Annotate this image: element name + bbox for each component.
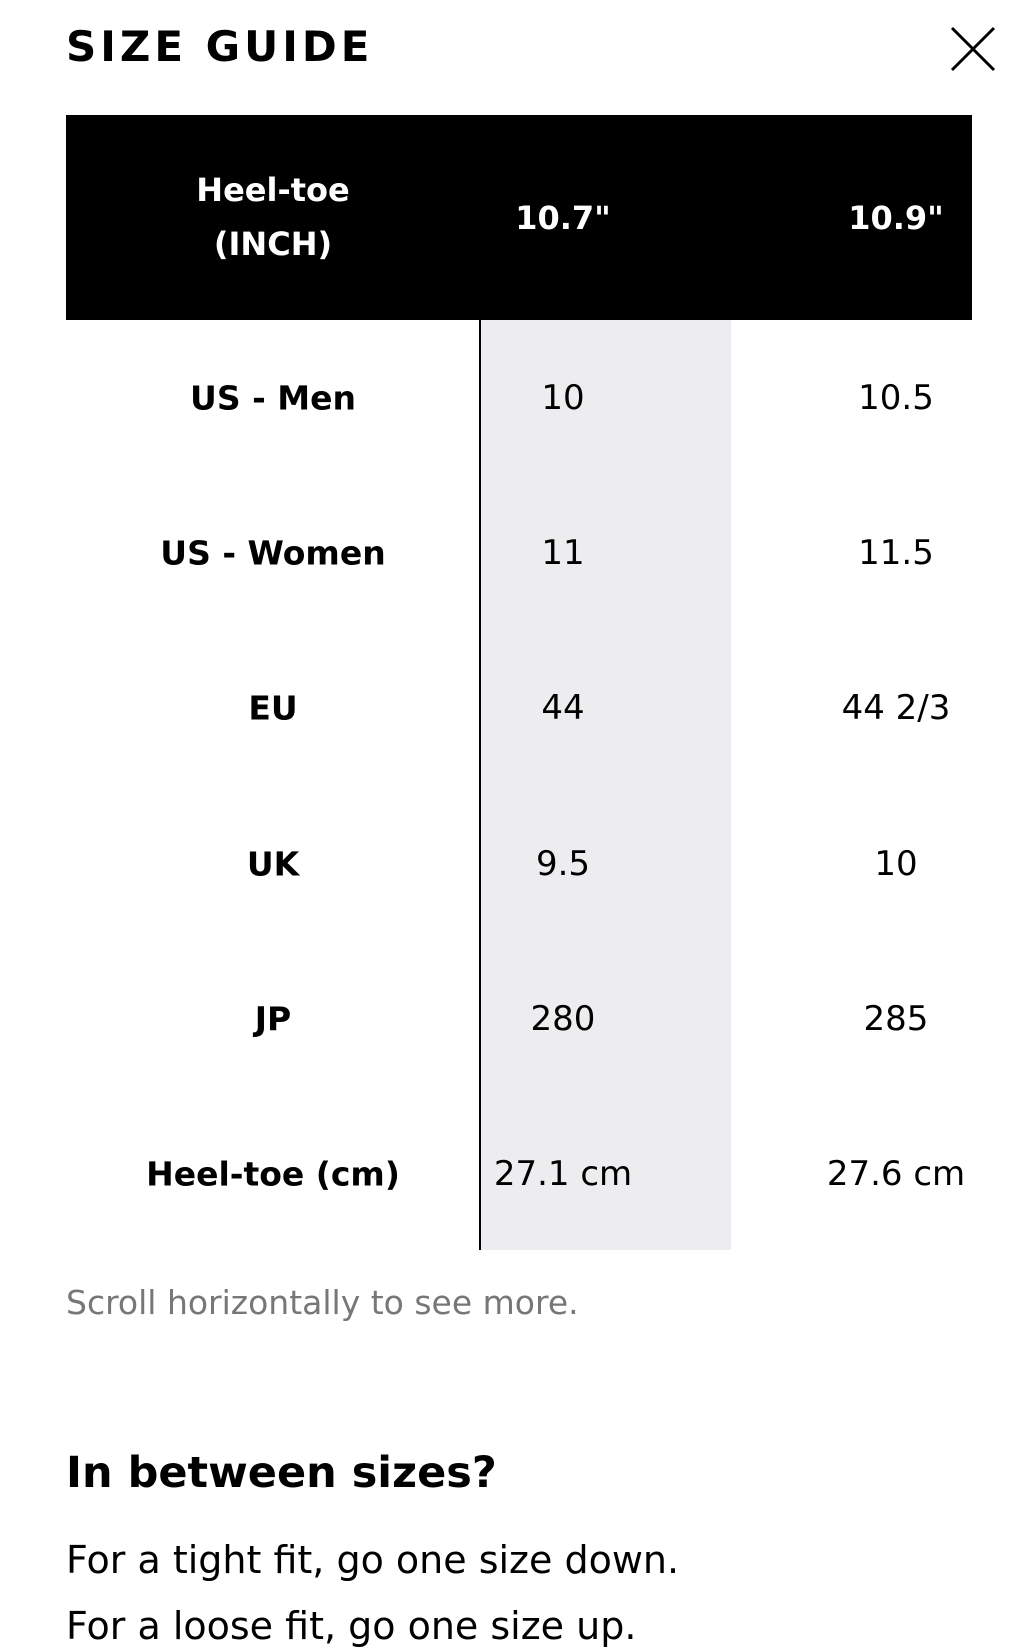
cell-value: 285 bbox=[863, 998, 929, 1039]
column-divider bbox=[479, 320, 481, 1250]
row-label: US - Men bbox=[190, 378, 356, 418]
column-header: 10.7" bbox=[515, 199, 611, 237]
row-label: EU bbox=[248, 688, 298, 728]
tip-line: For a loose fit, go one size up. bbox=[66, 1604, 637, 1648]
cell-value: 44 2/3 bbox=[841, 688, 951, 729]
cell-value: 27.6 cm bbox=[826, 1154, 966, 1194]
cell-value: 10 bbox=[541, 378, 585, 418]
row-label: Heel-toe (cm) bbox=[146, 1154, 400, 1194]
cell-value: 11.5 bbox=[858, 533, 934, 574]
row-label: JP bbox=[254, 999, 292, 1039]
cell-value: 11 bbox=[541, 533, 585, 574]
cell-value: 27.1 cm bbox=[493, 1154, 633, 1194]
row-label: US - Women bbox=[160, 533, 386, 573]
tip-heading: In between sizes? bbox=[66, 1448, 497, 1498]
cell-value: 280 bbox=[530, 998, 596, 1039]
cell-value: 10 bbox=[874, 843, 918, 884]
scroll-note: Scroll horizontally to see more. bbox=[66, 1283, 579, 1322]
header-label: (INCH) bbox=[213, 225, 333, 263]
cell-value: 10.5 bbox=[858, 378, 934, 418]
header-label: Heel-toe bbox=[196, 171, 350, 209]
close-button[interactable] bbox=[948, 24, 998, 74]
title: SIZE GUIDE bbox=[66, 22, 374, 71]
cell-value: 9.5 bbox=[535, 843, 591, 884]
tip-line: For a tight fit, go one size down. bbox=[66, 1538, 680, 1582]
selected-column bbox=[481, 320, 731, 1250]
cell-value: 44 bbox=[541, 688, 585, 729]
table-header bbox=[66, 115, 972, 320]
row-label: UK bbox=[246, 844, 300, 884]
column-header: 10.9" bbox=[848, 199, 944, 237]
